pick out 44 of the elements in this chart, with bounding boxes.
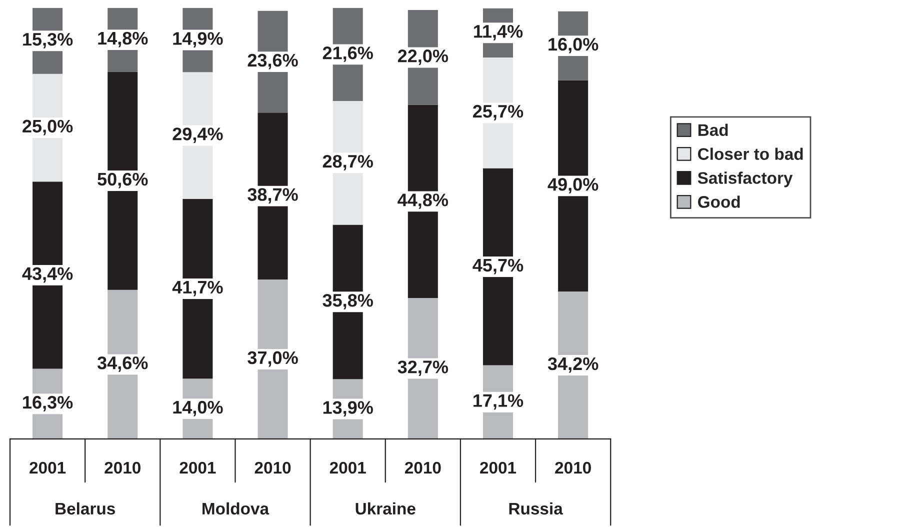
- data-label: 23,6%: [248, 54, 298, 70]
- text: Ukraine: [356, 502, 416, 515]
- x-tick-label: 2001: [330, 462, 366, 474]
- data-label: 28,7%: [322, 154, 373, 170]
- data-label: 15,3%: [23, 32, 73, 48]
- x-tick-label: 2001: [180, 462, 216, 474]
- data-label: 45,7%: [472, 258, 524, 274]
- data-label: 13,9%: [323, 401, 373, 416]
- legend-label: Bad: [698, 124, 728, 136]
- data-label: 49,0%: [548, 178, 598, 194]
- data-label: 14,8%: [98, 32, 148, 48]
- x-tick-label: 2010: [555, 462, 591, 474]
- data-label: 16,3%: [23, 396, 73, 412]
- text: Belarus: [56, 502, 115, 515]
- data-label: 21,6%: [322, 46, 373, 62]
- data-label: 43,4%: [22, 267, 73, 283]
- text: Russia: [509, 502, 563, 515]
- x-tick-label: 2010: [254, 462, 291, 474]
- legend-label: Closer to bad: [698, 148, 803, 160]
- data-label: 50,6%: [98, 172, 148, 188]
- x-tick-label: 2001: [30, 462, 66, 474]
- data-label: 37,0%: [248, 351, 298, 367]
- data-label: 35,8%: [322, 294, 373, 310]
- data-label: 41,7%: [172, 280, 223, 296]
- data-label: 11,4%: [474, 25, 523, 40]
- data-label: 16,0%: [548, 38, 598, 54]
- legend-label: Satisfactory: [698, 172, 793, 188]
- data-label: 44,8%: [398, 194, 448, 209]
- data-label: 38,7%: [248, 188, 298, 204]
- data-label: 34,6%: [97, 356, 148, 372]
- data-label: 14,9%: [173, 32, 223, 48]
- legend-label: Good: [698, 196, 740, 208]
- data-label: 32,7%: [398, 360, 448, 376]
- data-label: 17,1%: [474, 394, 524, 410]
- x-tick-label: 2001: [480, 462, 516, 474]
- data-label: 14,0%: [173, 400, 223, 416]
- x-tick-label: 2010: [104, 462, 140, 474]
- data-label: 34,2%: [548, 357, 598, 373]
- x-tick-label: 2010: [404, 462, 441, 474]
- data-label: 25,7%: [473, 104, 524, 120]
- text: Moldova: [202, 502, 270, 515]
- data-label: 29,4%: [172, 128, 223, 143]
- data-label: 25,0%: [22, 120, 73, 136]
- data-label: 22,0%: [398, 50, 448, 65]
